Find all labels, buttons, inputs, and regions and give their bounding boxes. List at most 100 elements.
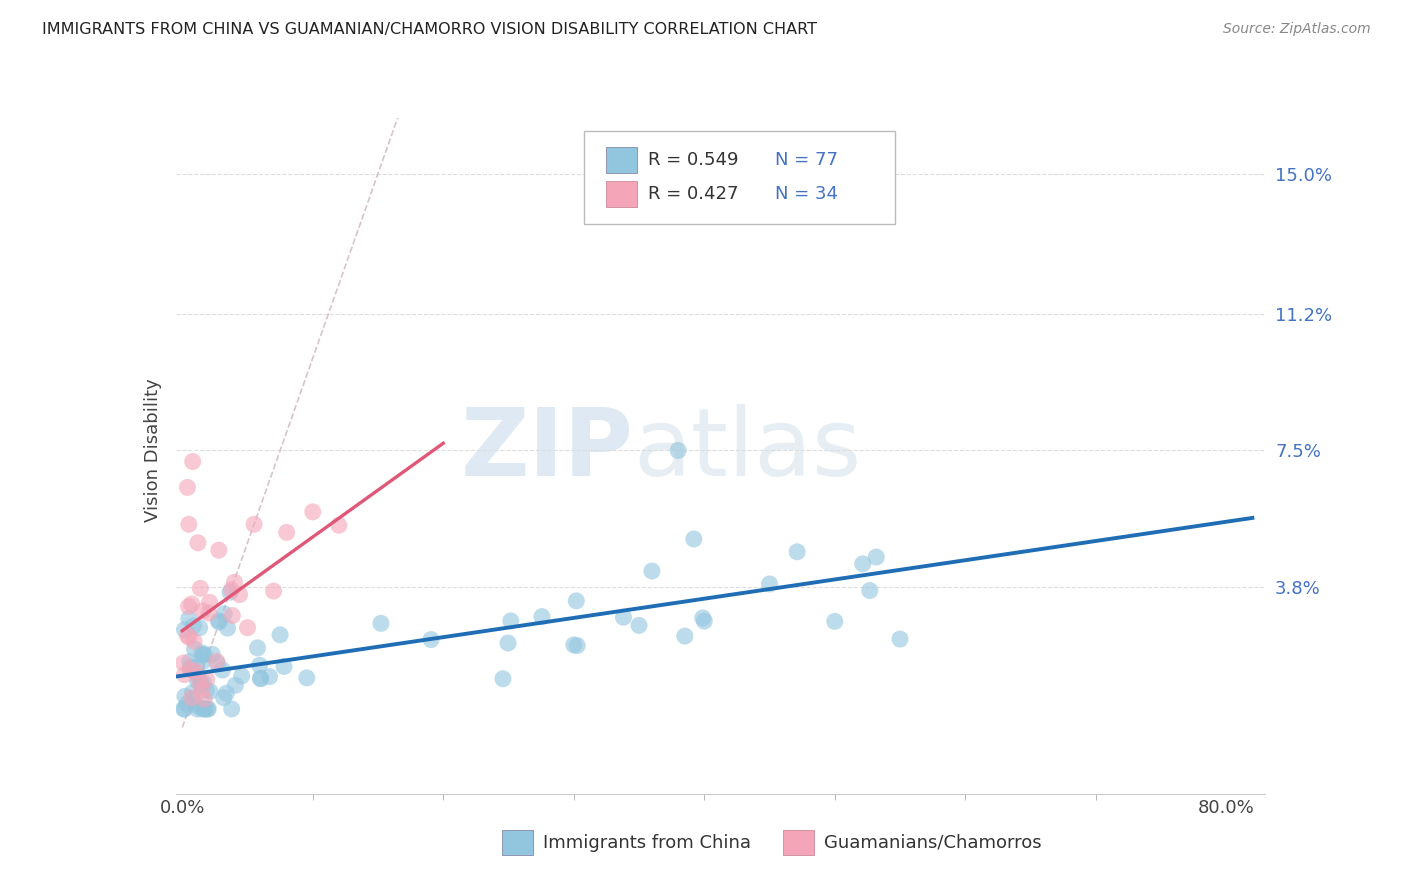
Point [193, 648, 215, 662]
Point [177, 630, 200, 644]
Text: Guamanians/Chamorros: Guamanians/Chamorros [801, 834, 1042, 852]
Point [693, 614, 716, 628]
Point [186, 674, 208, 689]
Point [243, 517, 266, 532]
Point [212, 690, 235, 705]
Point [205, 654, 228, 668]
Point [824, 615, 846, 629]
Point [197, 702, 219, 716]
Point [188, 675, 211, 690]
Text: N = 34: N = 34 [775, 186, 838, 203]
Point [191, 655, 214, 669]
Point [190, 582, 212, 596]
Point [889, 632, 911, 646]
Point [205, 656, 228, 670]
Point [198, 595, 221, 609]
Point [183, 642, 205, 657]
Point [180, 663, 202, 677]
Point [276, 525, 298, 540]
Point [758, 577, 780, 591]
Point [499, 614, 522, 628]
Point [208, 543, 231, 558]
Point [194, 702, 217, 716]
Point [370, 616, 392, 631]
Point [496, 636, 519, 650]
Point [207, 614, 229, 628]
Bar [606, 147, 637, 173]
Text: ZIP: ZIP [461, 404, 633, 497]
Point [173, 702, 195, 716]
Point [530, 609, 553, 624]
Point [492, 672, 515, 686]
Point [193, 675, 215, 690]
Point [692, 611, 714, 625]
Point [641, 564, 664, 578]
Point [852, 557, 875, 571]
Point [179, 663, 201, 677]
Point [786, 545, 808, 559]
Point [221, 582, 243, 597]
Point [177, 517, 200, 532]
Point [191, 702, 214, 716]
Point [219, 585, 242, 599]
Point [173, 702, 195, 716]
Point [208, 615, 231, 629]
FancyBboxPatch shape [585, 131, 896, 224]
Point [249, 672, 271, 686]
Point [215, 686, 238, 700]
Y-axis label: Vision Disability: Vision Disability [143, 378, 162, 523]
Point [173, 667, 195, 681]
Point [183, 619, 205, 633]
Point [567, 639, 589, 653]
Point [177, 612, 200, 626]
Point [565, 594, 588, 608]
Point [180, 690, 202, 705]
Point [263, 584, 285, 599]
Point [301, 505, 323, 519]
Point [217, 621, 239, 635]
Point [195, 683, 218, 698]
Text: atlas: atlas [633, 404, 862, 497]
Point [236, 621, 259, 635]
Point [224, 575, 246, 590]
Point [859, 583, 882, 598]
Point [176, 480, 198, 494]
Point [181, 692, 204, 706]
Point [627, 618, 650, 632]
Point [187, 670, 209, 684]
Point [212, 607, 235, 621]
Point [197, 702, 219, 716]
Text: R = 0.427: R = 0.427 [648, 186, 738, 203]
Point [198, 684, 221, 698]
Bar [783, 830, 814, 855]
Point [183, 634, 205, 648]
Point [180, 597, 202, 611]
Point [191, 683, 214, 698]
Text: Source: ZipAtlas.com: Source: ZipAtlas.com [1223, 22, 1371, 37]
Point [221, 702, 243, 716]
Point [273, 659, 295, 673]
Text: IMMIGRANTS FROM CHINA VS GUAMANIAN/CHAMORRO VISION DISABILITY CORRELATION CHART: IMMIGRANTS FROM CHINA VS GUAMANIAN/CHAMO… [42, 22, 817, 37]
Point [191, 646, 214, 660]
Point [259, 670, 281, 684]
Point [673, 629, 696, 643]
Point [198, 606, 221, 620]
Point [173, 690, 195, 704]
Bar [606, 181, 637, 207]
Point [295, 671, 318, 685]
Point [187, 535, 209, 549]
Point [179, 655, 201, 669]
Point [562, 638, 585, 652]
Point [666, 443, 689, 458]
Point [201, 647, 224, 661]
Point [176, 697, 198, 711]
Point [682, 532, 704, 546]
Point [249, 671, 271, 685]
Point [194, 702, 217, 716]
Point [173, 656, 195, 670]
Text: R = 0.549: R = 0.549 [648, 151, 738, 169]
Point [269, 628, 291, 642]
Point [231, 669, 253, 683]
Point [180, 659, 202, 673]
Point [176, 628, 198, 642]
